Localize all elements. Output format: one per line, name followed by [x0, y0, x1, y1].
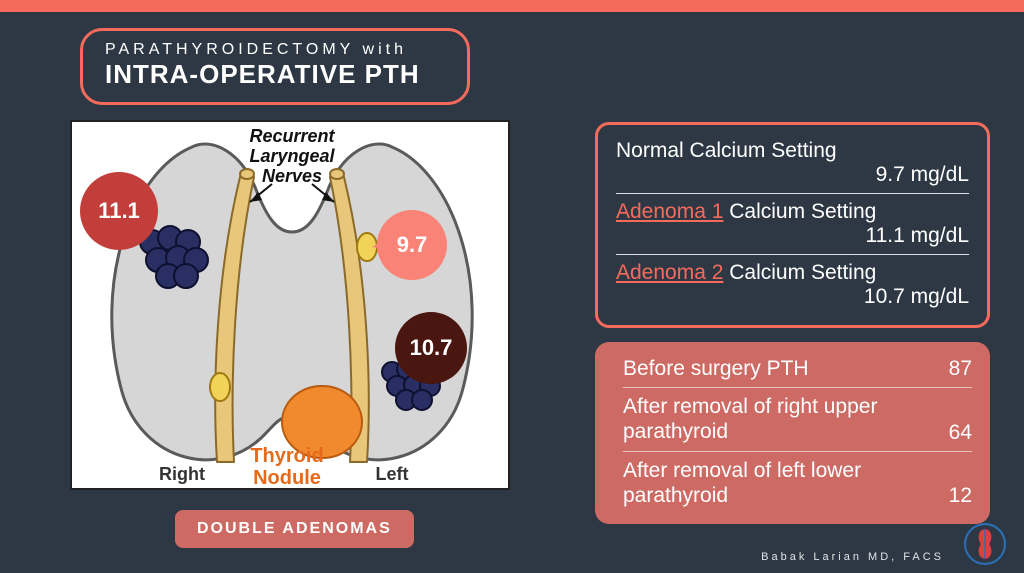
calcium-label-post: Calcium Setting: [684, 139, 837, 162]
title-small: PARATHYROIDECTOMY with: [105, 41, 445, 59]
calcium-row: Adenoma 2 Calcium Setting 10.7 mg/dL: [616, 255, 969, 315]
pth-text: Before surgery PTH: [623, 356, 809, 381]
side-label-left: Left: [376, 464, 409, 484]
side-label-right: Right: [159, 464, 205, 484]
author-credit: Babak Larian MD, FACS: [761, 551, 944, 563]
title-large: INTRA-OPERATIVE PTH: [105, 59, 445, 90]
parathyroid-gland: [210, 373, 230, 401]
author-logo-icon: [964, 523, 1006, 565]
bubble-value: 9.7: [397, 232, 428, 258]
pth-text: After removal of right upper parathyroid: [623, 394, 923, 444]
calcium-label-pre: Normal: [616, 139, 684, 162]
calcium-value: 10.7 mg/dL: [616, 285, 969, 309]
pth-value: 12: [937, 484, 972, 508]
calcium-row: Adenoma 1 Calcium Setting 11.1 mg/dL: [616, 194, 969, 255]
pth-value: 87: [937, 357, 972, 381]
pth-row: Before surgery PTH 87: [623, 350, 972, 388]
rln-label: Nerves: [262, 166, 322, 186]
calcium-label-post: Calcium Setting: [723, 200, 876, 223]
pth-row: After removal of left lower parathyroid …: [623, 452, 972, 514]
rln-label: Recurrent: [249, 126, 335, 146]
rln-tip-right: [240, 169, 254, 179]
pth-row: After removal of right upper parathyroid…: [623, 388, 972, 451]
calcium-value: 9.7 mg/dL: [616, 163, 969, 187]
calcium-row: Normal Calcium Setting 9.7 mg/dL: [616, 133, 969, 194]
calcium-label-pre: Adenoma 1: [616, 200, 723, 223]
calcium-label-pre: Adenoma 2: [616, 261, 723, 284]
pth-bubble-11-1: 11.1: [80, 172, 158, 250]
bubble-value: 11.1: [98, 198, 140, 224]
calcium-settings-panel: Normal Calcium Setting 9.7 mg/dL Adenoma…: [595, 122, 990, 328]
nodule-label: Thyroid: [250, 445, 323, 467]
rln-tip-left: [330, 169, 344, 179]
title-box: PARATHYROIDECTOMY with INTRA-OPERATIVE P…: [80, 28, 470, 105]
pth-bubble-10-7: 10.7: [395, 312, 467, 384]
calcium-value: 11.1 mg/dL: [616, 224, 969, 248]
pth-panel: Before surgery PTH 87 After removal of r…: [595, 342, 990, 524]
double-adenomas-badge: DOUBLE ADENOMAS: [175, 510, 414, 548]
bubble-value: 10.7: [410, 335, 453, 361]
pth-value: 64: [937, 421, 972, 445]
nodule-label: Nodule: [253, 467, 321, 489]
rln-label: Laryngeal: [249, 146, 335, 166]
pth-bubble-9-7: 9.7: [377, 210, 447, 280]
calcium-label-post: Calcium Setting: [723, 261, 876, 284]
pth-text: After removal of left lower parathyroid: [623, 458, 923, 508]
